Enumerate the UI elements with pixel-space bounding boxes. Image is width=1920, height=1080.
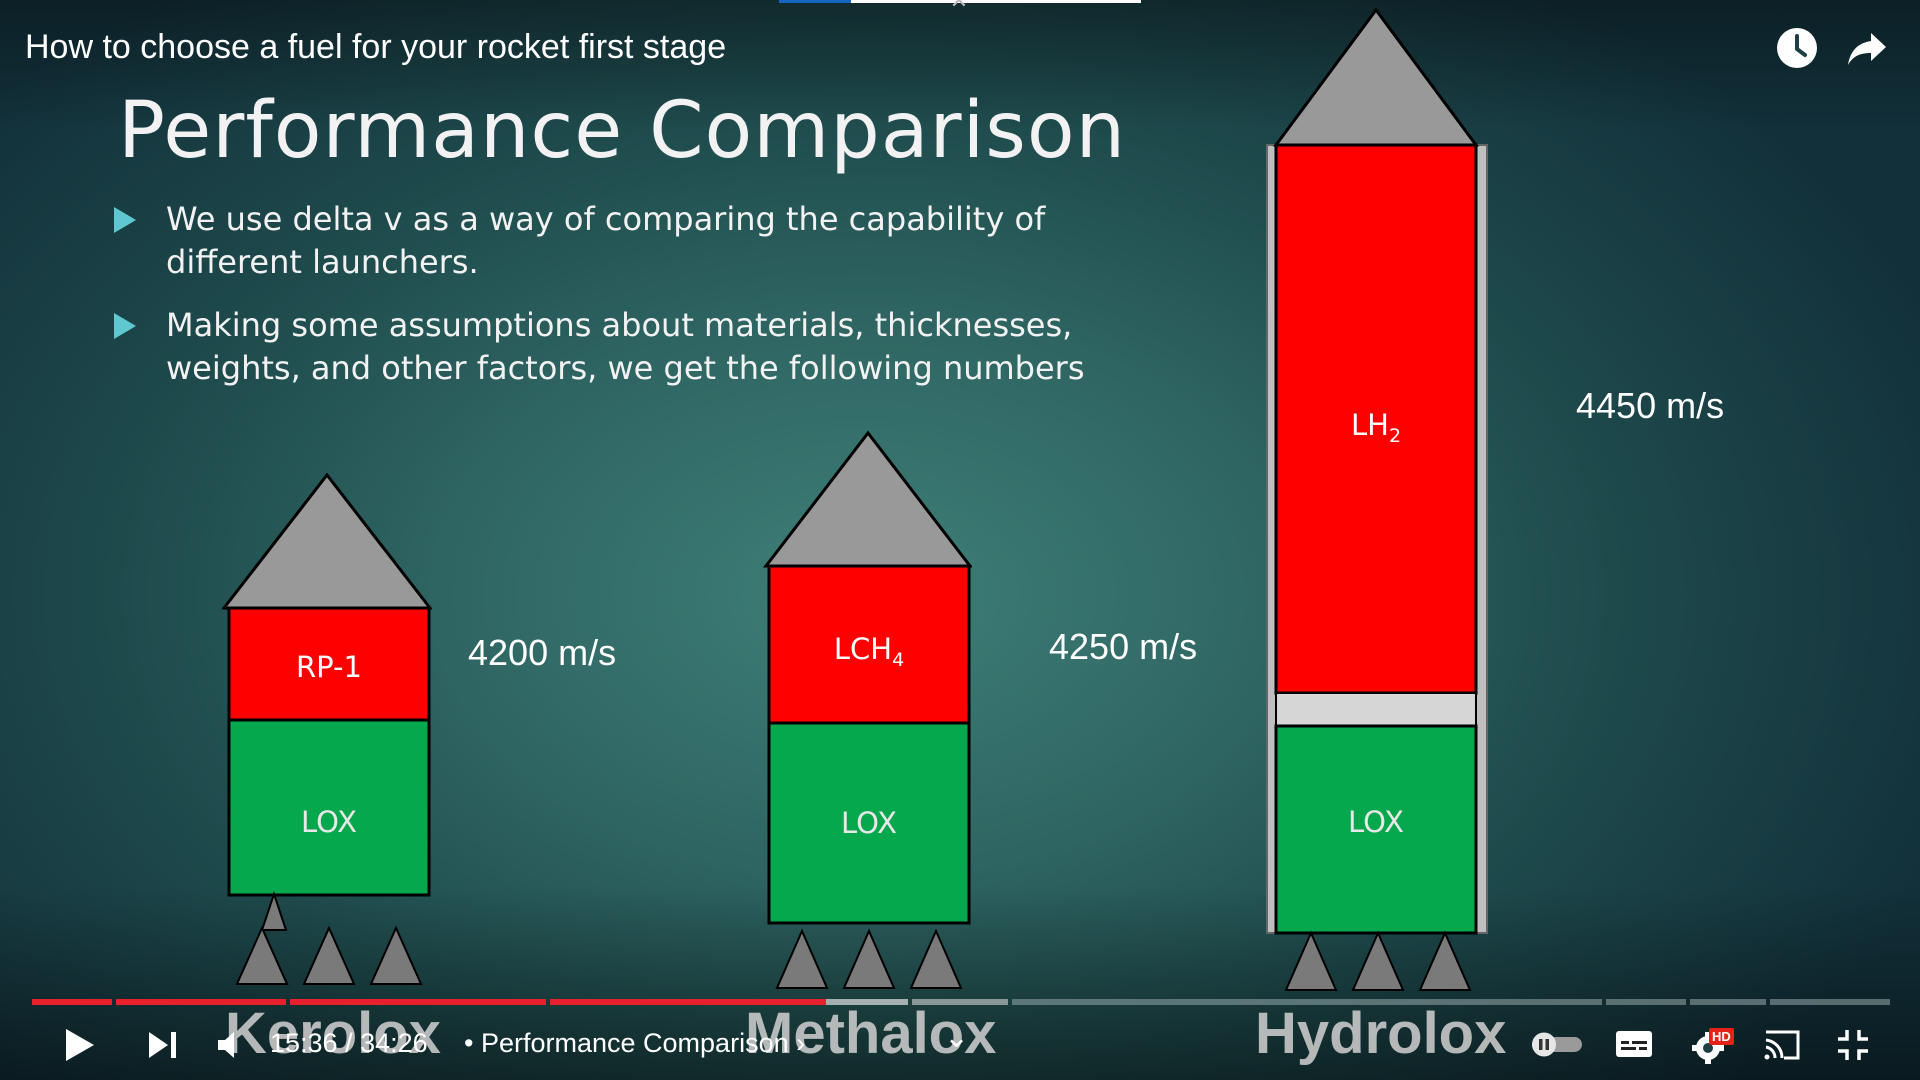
- fuel-label: LCH4: [833, 632, 905, 671]
- engine-nozzle: [235, 925, 289, 985]
- engine-nozzle: [775, 928, 829, 989]
- slide-title: Performance Comparison: [118, 86, 1127, 176]
- chevron-right-icon: ›: [796, 1028, 806, 1058]
- share-icon[interactable]: [1844, 25, 1890, 71]
- delta-v-label: 4450 m/s: [1576, 385, 1725, 426]
- intertank: [1275, 692, 1477, 727]
- bullet-text: We use delta v as a way of comparing the…: [166, 200, 1046, 281]
- chevron-down-icon[interactable]: ⌄: [944, 1021, 970, 1054]
- time-separator: /: [345, 1028, 353, 1058]
- autoplay-toggle-icon[interactable]: [1528, 1030, 1586, 1058]
- hydrolox-rocket: [1266, 8, 1488, 991]
- rocket-nose: [1273, 8, 1479, 147]
- play-icon[interactable]: [60, 1026, 98, 1064]
- bullet-item: We use delta v as a way of comparing the…: [110, 198, 1110, 284]
- triangle-bullet-icon: [114, 313, 136, 339]
- subtitles-icon[interactable]: [1614, 1028, 1654, 1060]
- video-title[interactable]: How to choose a fuel for your rocket fir…: [25, 28, 727, 66]
- bullet-text: Making some assumptions about materials,…: [166, 306, 1085, 387]
- delta-v-label: 4200 m/s: [468, 632, 617, 673]
- chapter-prefix: •: [464, 1028, 474, 1058]
- engine-nozzle: [1418, 930, 1472, 991]
- fuel-tank: [767, 564, 971, 725]
- methalox-rocket: [762, 430, 972, 989]
- rocket-name-label: Methalox: [745, 1001, 997, 1066]
- rocket-nose: [762, 430, 972, 568]
- oxidizer-label: LOX: [301, 805, 357, 839]
- clock-icon[interactable]: [1774, 25, 1820, 71]
- engine-nozzle: [909, 928, 963, 989]
- hd-badge: HD: [1709, 1028, 1734, 1045]
- bullet-item: Making some assumptions about materials,…: [110, 304, 1110, 390]
- close-icon[interactable]: ✕: [949, 0, 969, 13]
- lox-tank: [767, 721, 971, 925]
- lox-tank: [227, 718, 431, 897]
- fuel-label: RP-1: [296, 650, 362, 684]
- time-total: 34:26: [360, 1028, 428, 1058]
- rocket-name-label: Kerolox: [225, 1001, 441, 1066]
- next-icon[interactable]: [146, 1030, 180, 1060]
- engine-nozzle: [369, 925, 423, 985]
- chapter-name: Performance Comparison: [480, 1028, 789, 1058]
- oxidizer-label: LOX: [1348, 805, 1404, 839]
- triangle-bullet-icon: [114, 207, 136, 233]
- exit-fullscreen-icon[interactable]: [1836, 1028, 1870, 1062]
- engine-nozzle: [302, 925, 356, 985]
- chapter-title[interactable]: • Performance Comparison ›: [464, 1028, 805, 1059]
- top-progress-bar: [779, 0, 1141, 3]
- progress-bar[interactable]: [32, 999, 1890, 1005]
- time-current: 15:36: [270, 1028, 338, 1058]
- rocket-nose: [222, 472, 432, 610]
- lox-tank: [1274, 724, 1478, 935]
- engine-nozzle: [842, 928, 896, 989]
- engine-nozzle: [1284, 930, 1338, 991]
- oxidizer-label: LOX: [841, 806, 897, 840]
- time-display: 15:36 / 34:26: [270, 1028, 428, 1059]
- engine-nozzle: [1351, 930, 1405, 991]
- rocket-name-label: Hydrolox: [1255, 1001, 1507, 1066]
- fuel-tank: [1274, 143, 1478, 695]
- kerolox-rocket: [222, 472, 432, 985]
- fuel-label: LH2: [1350, 408, 1402, 447]
- fuel-tank: [227, 606, 431, 722]
- delta-v-label: 4250 m/s: [1049, 626, 1198, 667]
- cast-icon[interactable]: [1762, 1028, 1802, 1062]
- volume-icon[interactable]: [216, 1030, 250, 1060]
- bullet-list: We use delta v as a way of comparing the…: [110, 198, 1110, 410]
